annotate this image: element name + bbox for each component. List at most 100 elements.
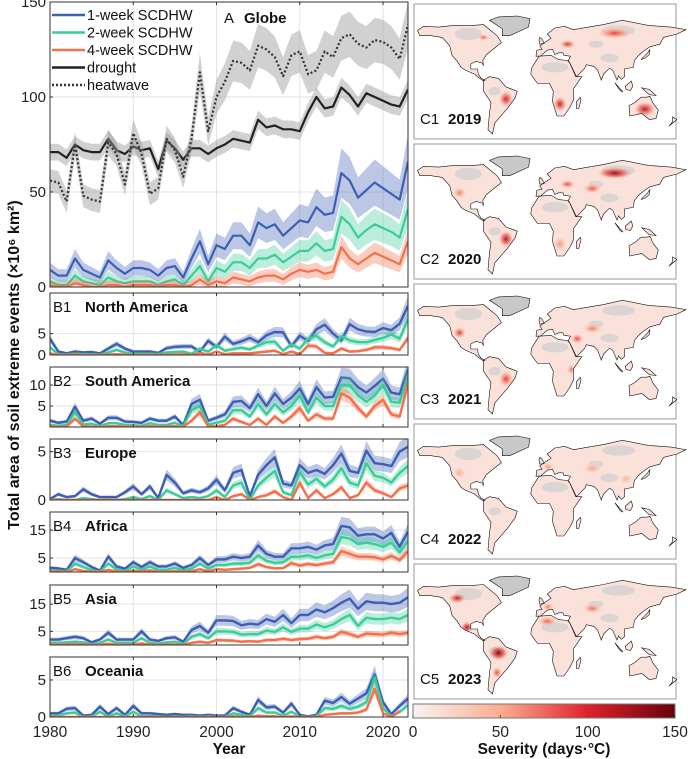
land-area <box>530 615 582 676</box>
land-area <box>536 300 686 361</box>
series-line <box>50 462 408 500</box>
coastline <box>668 396 678 407</box>
coastline <box>538 176 545 185</box>
y-tick-label: 100 <box>21 89 46 106</box>
land-area <box>530 195 582 256</box>
severity-hotspot <box>633 101 656 117</box>
land-area <box>576 657 581 669</box>
legend-entry: 4-week SCDHW <box>87 43 193 59</box>
coastline <box>417 164 502 222</box>
severity-hotspot <box>452 466 467 479</box>
land-area <box>625 641 633 651</box>
no-data-area <box>455 27 482 40</box>
series-line <box>50 524 408 572</box>
land-area <box>641 647 656 656</box>
land-area <box>625 501 633 511</box>
coastline <box>535 159 687 221</box>
land-area <box>576 517 581 529</box>
panel-title: Africa <box>85 518 128 535</box>
series-line <box>50 208 408 287</box>
panel-label: B3 <box>53 445 71 462</box>
series-line <box>50 672 408 717</box>
land-area <box>539 177 545 185</box>
map-year-label: 2021 <box>448 391 481 408</box>
panel-B3: 0 5 B3 Europe <box>38 438 409 509</box>
series-line <box>50 161 408 279</box>
y-tick-label: 5 <box>38 550 46 567</box>
severity-hotspot <box>559 39 576 49</box>
coastline <box>628 656 659 680</box>
coastline <box>483 216 518 275</box>
map-year-label: 2023 <box>448 671 481 688</box>
y-axis-label: Total area of soil extreme events (×10⁶ … <box>6 200 23 529</box>
y-tick-label: 10 <box>29 377 46 394</box>
coastline <box>640 469 651 480</box>
legend-entry: heatwave <box>87 78 149 94</box>
map-panel-label: C3 <box>420 391 439 408</box>
legend-entry: 1-week SCDHW <box>87 8 193 24</box>
coastline <box>624 80 634 91</box>
severity-hotspot <box>553 236 567 252</box>
x-tick-label: 2020 <box>366 724 401 741</box>
panel-title: North America <box>85 299 188 316</box>
y-tick-label: 15 <box>29 522 46 539</box>
y-tick-label: 150 <box>21 0 46 11</box>
land-area <box>625 361 633 371</box>
coastline <box>668 256 678 267</box>
severity-hotspot <box>619 473 633 484</box>
land-area <box>539 317 545 325</box>
y-tick-label: 5 <box>38 326 46 343</box>
panel-B4: 5 15 B4 Africa <box>29 511 409 573</box>
severity-hotspot <box>570 333 584 344</box>
coastline <box>640 647 657 656</box>
coastline <box>640 189 651 200</box>
series-line <box>50 630 408 645</box>
axes-box <box>49 292 409 356</box>
series-line <box>50 318 408 355</box>
land-area <box>629 236 659 260</box>
coastline <box>576 516 582 529</box>
panel-label: B2 <box>53 373 71 390</box>
uncertainty-band <box>50 2 408 213</box>
coastline <box>535 579 687 641</box>
uncertainty-band <box>50 516 408 572</box>
x-tick-label: 2010 <box>283 724 318 741</box>
x-axis-label: Year <box>213 741 246 758</box>
no-data-area <box>455 447 482 460</box>
land-area <box>539 37 545 45</box>
series-line <box>50 481 408 500</box>
no-data-area <box>541 342 569 353</box>
severity-hotspot <box>582 323 602 334</box>
land-area <box>536 440 686 501</box>
land-area <box>530 475 582 536</box>
panel-B6: 0 5 B6 Oceania 1980 1990 2000 2010 2020 Year <box>33 656 409 758</box>
coastline <box>538 596 545 605</box>
series-line <box>50 86 408 171</box>
series-line <box>50 535 408 572</box>
coastline <box>624 220 634 231</box>
coastline <box>628 236 659 260</box>
series-line <box>50 241 408 287</box>
coastline <box>535 439 687 501</box>
axes-box <box>49 511 409 573</box>
severity-hotspot <box>498 370 514 388</box>
coastline <box>576 376 582 389</box>
coastline <box>483 496 518 555</box>
panel-label: B5 <box>53 591 71 608</box>
severity-hotspot <box>582 603 602 614</box>
no-data-area <box>602 585 635 596</box>
coastline <box>640 609 651 620</box>
coastline <box>530 614 583 677</box>
coastline <box>668 536 678 547</box>
y-tick-label: 50 <box>29 184 46 201</box>
land-area <box>629 516 659 540</box>
land-area <box>536 580 686 641</box>
land-area <box>641 87 656 96</box>
panel-label: B1 <box>53 299 71 316</box>
map-year-label: 2022 <box>448 531 481 548</box>
coastline <box>624 640 634 651</box>
coastline <box>538 456 545 465</box>
land-area <box>625 81 633 91</box>
map-panel-label: C2 <box>420 251 439 268</box>
panel-title: Asia <box>85 591 117 608</box>
